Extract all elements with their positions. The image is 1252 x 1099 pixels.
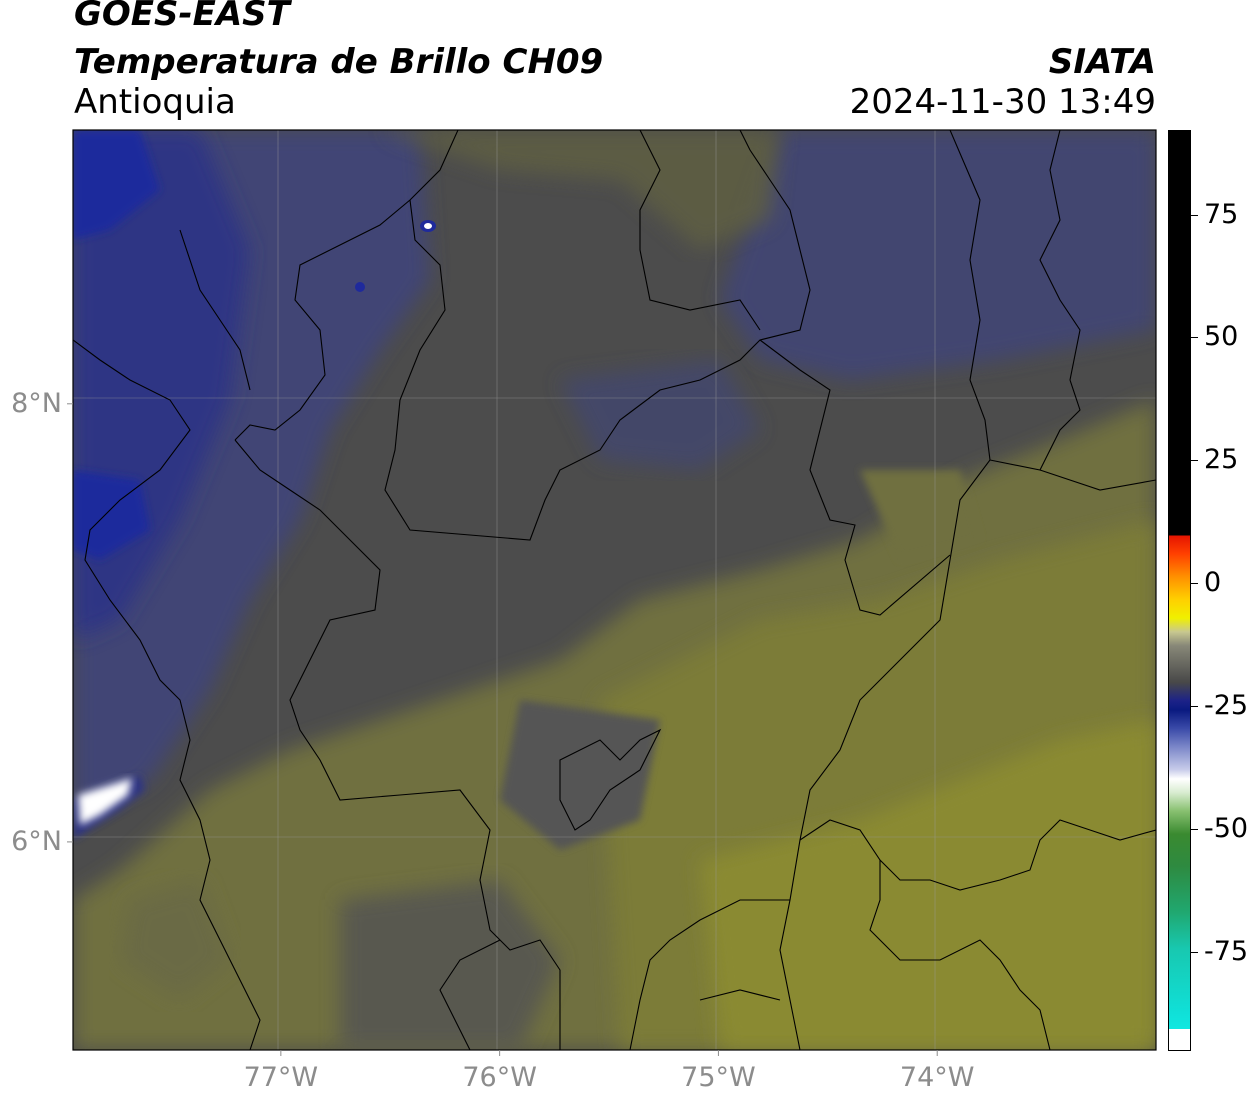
satellite-title: GOES-EAST	[74, 0, 290, 34]
agency-title: SIATA	[1048, 42, 1156, 82]
colorbar-tick-mark	[1190, 705, 1198, 707]
colorbar-tick-mark	[1190, 583, 1198, 585]
map-frame	[72, 129, 1157, 1051]
colorbar-tick-mark	[1190, 951, 1198, 953]
colorbar-tick-label: 75	[1204, 198, 1239, 230]
colorbar-tick-label: -25	[1204, 689, 1249, 721]
colorbar-tick-mark	[1190, 214, 1198, 216]
datetime-title: 2024-11-30 13:49	[849, 82, 1156, 122]
lon-tick-label: 75°W	[681, 1062, 756, 1093]
colorbar-tick-mark	[1190, 828, 1198, 830]
colorbar-tick-label: -75	[1204, 935, 1249, 967]
colorbar-tick-label: 50	[1204, 321, 1239, 353]
lon-tick-label: 76°W	[462, 1062, 537, 1093]
product-title: Temperatura de Brillo CH09	[74, 42, 604, 82]
colorbar-tick-mark	[1190, 337, 1198, 339]
temperature-field	[73, 130, 1156, 1050]
colorbar-tick-label: 0	[1204, 567, 1222, 599]
lon-tick-label: 74°W	[899, 1062, 975, 1093]
colorbar	[1168, 130, 1191, 1051]
colorbar-tick-mark	[1190, 460, 1198, 462]
lat-tick-label: 6°N	[11, 825, 62, 857]
colorbar-tick-label: -50	[1204, 812, 1249, 844]
lon-tick-label: 77°W	[243, 1062, 319, 1093]
lat-tick-label: 8°N	[11, 387, 62, 419]
colorbar-tick-label: 25	[1204, 444, 1239, 476]
region-title: Antioquia	[74, 82, 236, 122]
